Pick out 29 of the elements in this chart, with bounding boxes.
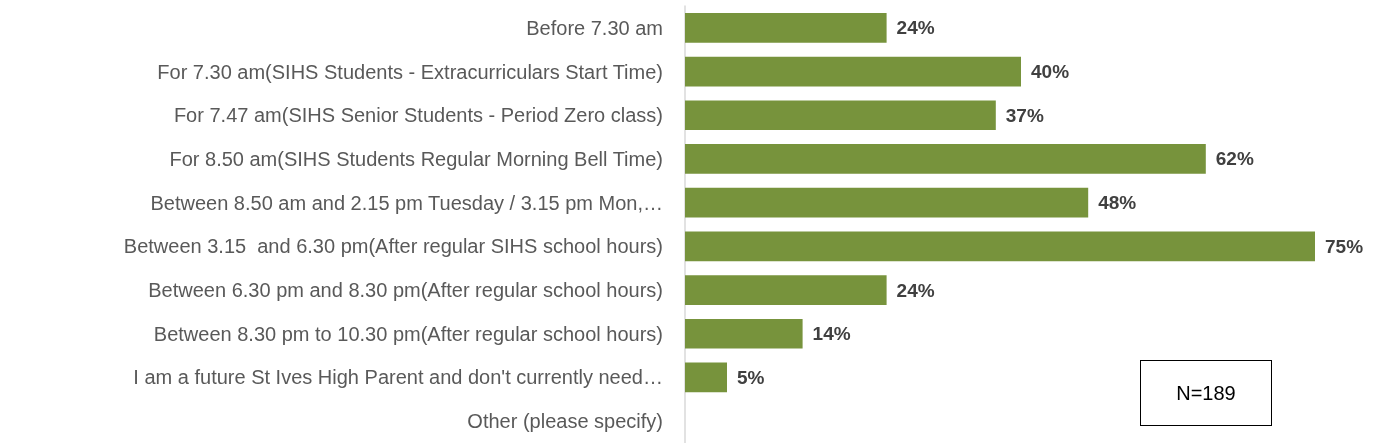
bar (685, 12, 887, 43)
note-box: N=189 (1140, 360, 1272, 426)
y-tick-label: Between 8.30 pm to 10.30 pm(After regular school hours) (153, 322, 663, 345)
data-label: 14% (812, 323, 851, 345)
data-label: 24% (896, 279, 935, 301)
y-tick-label: For 7.30 am(SIHS Students - Extracurriculars Start Time) (157, 60, 663, 83)
y-tick-label: For 8.50 am(SIHS Students Regular Morning Bell Time) (169, 147, 663, 170)
bar (685, 362, 727, 393)
y-tick-label: I am a future St Ives High Parent and don't currently need… (133, 366, 663, 389)
data-label: 62% (1215, 148, 1254, 170)
y-tick-label: Between 8.50 am and 2.15 pm Tuesday / 3.15 pm Mon,… (150, 191, 663, 214)
y-tick-label: Other (please specify) (467, 410, 663, 433)
data-label: 40% (1031, 61, 1070, 83)
data-label: 24% (896, 17, 935, 39)
y-tick-label: Before 7.30 am (526, 16, 663, 39)
bar (685, 231, 1315, 262)
bar (685, 144, 1206, 174)
bar (685, 56, 1021, 87)
y-tick-label: For 7.47 am(SIHS Senior Students - Period Zero class) (173, 104, 663, 127)
y-tick-label: Between 3.15 and 6.30 pm(After regular SIHS school hours) (123, 235, 663, 258)
bar (685, 275, 887, 305)
data-label: 48% (1098, 192, 1137, 214)
data-label: 37% (1005, 104, 1044, 126)
y-tick-label: Between 6.30 pm and 8.30 pm(After regular school hours) (148, 279, 663, 302)
data-label: 5% (737, 366, 765, 388)
bar (685, 100, 996, 131)
bar (685, 187, 1089, 218)
data-label: 75% (1325, 235, 1364, 257)
bar (685, 318, 803, 349)
